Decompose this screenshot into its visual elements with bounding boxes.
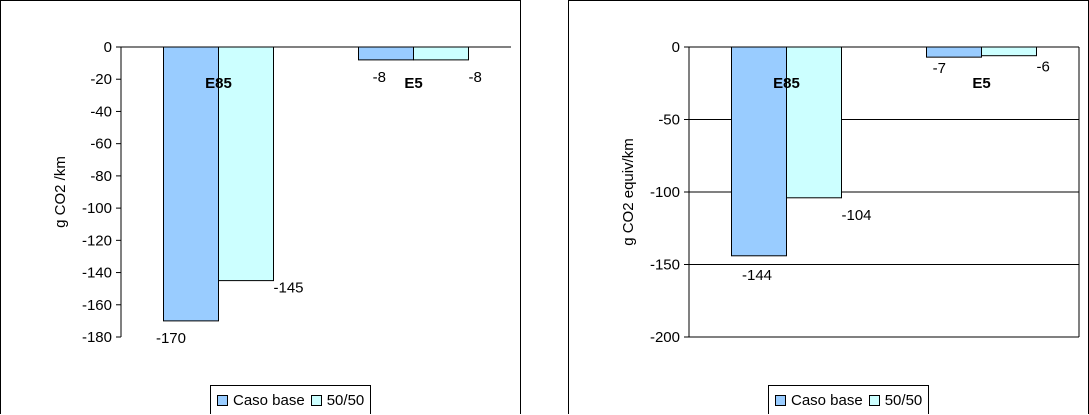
bar-50-50 <box>981 46 1037 57</box>
y-tick-label: -200 <box>650 329 680 346</box>
legend-swatch-caso-base <box>775 394 786 406</box>
legend-label-caso-base: Caso base <box>791 391 863 409</box>
legend-swatch-50-50 <box>310 394 322 406</box>
bar-caso-base <box>926 46 982 58</box>
data-label: -170 <box>156 330 186 347</box>
data-label: -145 <box>274 280 304 297</box>
data-label: -8 <box>373 69 386 86</box>
data-label: -104 <box>842 207 872 224</box>
legend-label-caso-base: Caso base <box>233 391 305 409</box>
data-label: -144 <box>742 267 772 284</box>
y-tick-label: -160 <box>82 297 112 314</box>
y-tick-label: 0 <box>672 39 680 56</box>
legend-swatch-caso-base <box>217 394 228 406</box>
y-tick-label: -150 <box>650 257 680 274</box>
bar-50-50 <box>413 46 469 61</box>
y-tick-label: -80 <box>90 168 112 185</box>
bar-50-50 <box>218 46 274 282</box>
chart-gco2-km: 0 -20 -40 -60 -80 -100 -120 -140 -160 -180 g CO2 /… <box>52 39 511 347</box>
y-tick-label: -120 <box>82 232 112 249</box>
legend-label-50-50: 50/50 <box>326 391 365 409</box>
y-tick-label: -140 <box>82 265 112 282</box>
legend-item-caso-base: Caso base <box>775 392 863 409</box>
chart-panel-gco2-km: 0 -20 -40 -60 -80 -100 -120 -140 -160 -180 g CO2 /… <box>0 0 521 414</box>
y-tick-label: 0 <box>104 39 112 56</box>
legend-label-50-50: 50/50 <box>884 391 923 409</box>
bar-caso-base <box>358 46 414 61</box>
y-tick-label: -50 <box>658 112 680 129</box>
bar-caso-base <box>731 46 787 257</box>
category-label: E85 <box>205 75 232 92</box>
data-label: -8 <box>469 69 482 86</box>
chart-panel-gco2-equiv-km: 0 -50 -100 -150 -200 g CO2 equiv/km -144 -104 E8… <box>568 0 1089 414</box>
legend-swatch-50-50 <box>868 394 880 406</box>
chart-gco2-equiv-km: 0 -50 -100 -150 -200 g CO2 equiv/km -144 -104 E8… <box>620 39 1080 346</box>
y-tick-label: -100 <box>650 184 680 201</box>
bar-50-50 <box>786 46 842 199</box>
y-tick-label: -100 <box>82 200 112 217</box>
category-label: E85 <box>773 75 800 92</box>
legend-item-50-50: 50/50 <box>868 391 923 409</box>
category-label: E5 <box>972 75 990 92</box>
chart-legend: Caso base 50/50 <box>210 385 372 414</box>
bar-caso-base <box>163 46 219 322</box>
y-axis-title: g CO2 equiv/km <box>620 138 637 246</box>
category-label: E5 <box>404 75 422 92</box>
y-axis-title: g CO2 /km <box>52 156 69 228</box>
y-tick-label: -40 <box>90 103 112 120</box>
data-label: -6 <box>1037 59 1050 76</box>
chart-legend: Caso base 50/50 <box>768 385 930 414</box>
y-tick-label: -20 <box>90 71 112 88</box>
legend-item-50-50: 50/50 <box>310 391 365 409</box>
y-tick-label: -60 <box>90 136 112 153</box>
data-label: -7 <box>933 60 946 77</box>
legend-item-caso-base: Caso base <box>217 392 305 409</box>
y-tick-label: -180 <box>82 329 112 346</box>
